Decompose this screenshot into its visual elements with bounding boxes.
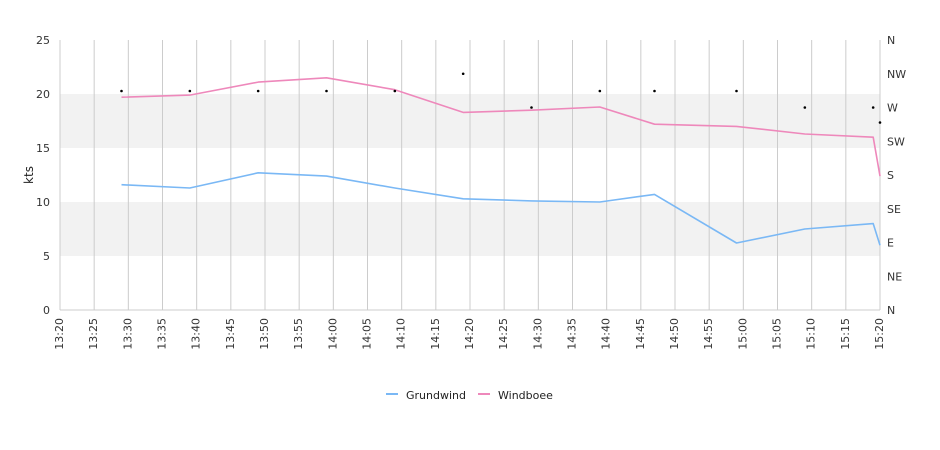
x-tick-label: 14:55: [702, 318, 715, 350]
y-tick-label: 25: [36, 34, 50, 47]
direction-tick-label: SW: [887, 135, 905, 148]
direction-tick-label: N: [887, 34, 895, 47]
direction-tick-label: NE: [887, 270, 902, 283]
legend: Grundwind Windboee: [386, 389, 553, 402]
direction-point: [256, 89, 260, 93]
x-tick-label: 13:40: [190, 318, 203, 350]
direction-point: [325, 89, 328, 93]
direction-point: [878, 121, 882, 124]
y-tick-label: 0: [43, 304, 50, 317]
series-line-windboee: [121, 77, 881, 177]
direction-tick-label: NW: [887, 68, 906, 81]
direction-tick-label: E: [887, 237, 894, 250]
x-tick-label: 14:35: [566, 318, 579, 350]
x-tick-label: 14:20: [463, 318, 476, 350]
x-tick-label: 13:50: [258, 318, 271, 350]
direction-point: [653, 89, 656, 93]
x-tick-label: 15:00: [736, 318, 749, 350]
x-tick-label: 14:00: [326, 318, 339, 350]
direction-point: [461, 72, 465, 76]
direction-points-layer: [120, 72, 882, 124]
y-tick-label: 10: [36, 196, 50, 209]
y-tick-label: 5: [43, 250, 50, 263]
x-tick-label: 14:25: [497, 318, 510, 350]
y-tick-label: 20: [36, 88, 50, 101]
x-tick-label: 13:25: [87, 318, 100, 350]
x-tick-label: 13:20: [53, 318, 66, 350]
direction-tick-label: W: [887, 102, 898, 115]
direction-point: [803, 106, 807, 109]
x-tick-label: 13:55: [292, 318, 305, 350]
direction-point: [871, 106, 875, 109]
direction-tick-label: N: [887, 304, 895, 317]
grid-layer: [59, 40, 881, 310]
direction-point: [735, 89, 738, 93]
x-tick-label: 15:15: [839, 318, 852, 350]
x-tick-label: 14:45: [634, 318, 647, 350]
x-tick-label: 14:10: [395, 318, 408, 350]
y-tick-label: 15: [36, 142, 50, 155]
x-tick-label: 15:05: [771, 318, 784, 350]
x-tick-label: 15:10: [805, 318, 818, 350]
y-axis-title: kts: [22, 166, 36, 184]
x-tick-label: 14:40: [600, 318, 613, 350]
direction-point: [530, 106, 533, 109]
direction-tick-label: SE: [887, 203, 901, 216]
direction-point: [598, 89, 602, 93]
x-tick-label: 14:15: [429, 318, 442, 350]
direction-point: [393, 89, 397, 93]
series-layer: [121, 77, 881, 246]
direction-tick-label: S: [887, 169, 894, 182]
direction-point: [188, 89, 192, 93]
legend-label: Grundwind: [406, 389, 466, 402]
x-tick-label: 13:30: [121, 318, 134, 350]
x-tick-label: 14:50: [668, 318, 681, 350]
direction-point: [120, 89, 123, 93]
x-tick-label: 13:35: [156, 318, 169, 350]
x-tick-label: 13:45: [224, 318, 237, 350]
x-tick-label: 14:30: [531, 318, 544, 350]
x-tick-label: 15:20: [873, 318, 886, 350]
series-line-grundwind: [121, 172, 881, 246]
legend-label: Windboee: [498, 389, 553, 402]
axes-layer: 13:20 13:25 13:30 13:35 13:40 13:45 13:50 13:55…: [22, 34, 906, 350]
x-tick-label: 14:05: [361, 318, 374, 350]
